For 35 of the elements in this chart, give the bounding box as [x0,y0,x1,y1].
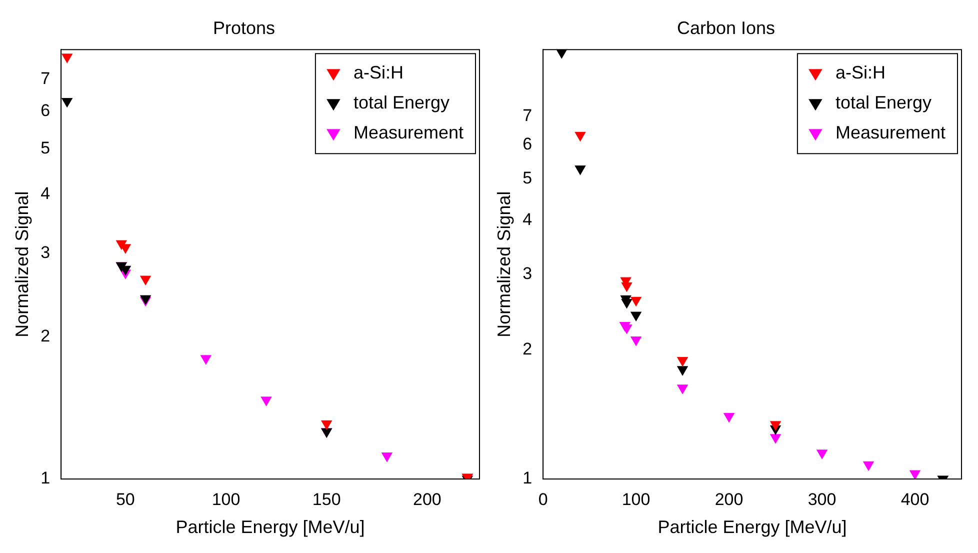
y-axis-title: Normalized Signal [494,191,514,338]
legend-label: total Energy [353,92,450,113]
y-tick-label: 4 [522,210,532,230]
y-tick-label: 4 [40,184,50,204]
x-tick-label: 100 [622,490,650,509]
y-tick-label: 3 [40,243,50,262]
x-axis-title: Particle Energy [MeV/u] [176,517,365,538]
x-tick-label: 50 [116,490,135,509]
y-tick-label: 1 [522,468,532,488]
x-tick-label: 200 [413,490,442,509]
legend-label: Measurement [835,122,946,143]
y-tick-label: 6 [522,134,532,154]
legend-label: a-Si:H [353,62,404,83]
chart-title: Protons [212,18,276,38]
y-tick-label: 2 [40,326,50,346]
x-tick-label: 100 [212,490,240,509]
y-tick-label: 1 [40,468,50,488]
x-tick-label: 300 [808,490,836,509]
y-axis-title: Normalized Signal [12,191,32,338]
y-tick-label: 5 [522,168,532,188]
y-tick-label: 3 [522,264,532,283]
x-tick-label: 0 [538,490,548,509]
legend-label: a-Si:H [835,62,886,83]
y-tick-label: 6 [40,100,50,120]
x-tick-label: 150 [312,490,341,509]
x-axis-title: Particle Energy [MeV/u] [658,517,847,538]
y-tick-label: 5 [40,138,50,158]
x-tick-label: 400 [900,490,930,509]
legend-label: total Energy [835,92,932,113]
x-tick-label: 200 [714,490,744,509]
legend-label: Measurement [353,122,464,143]
y-tick-label: 2 [522,339,532,358]
chart-title: Carbon Ions [676,18,776,38]
y-tick-label: 7 [40,69,50,88]
y-tick-label: 7 [522,106,532,125]
